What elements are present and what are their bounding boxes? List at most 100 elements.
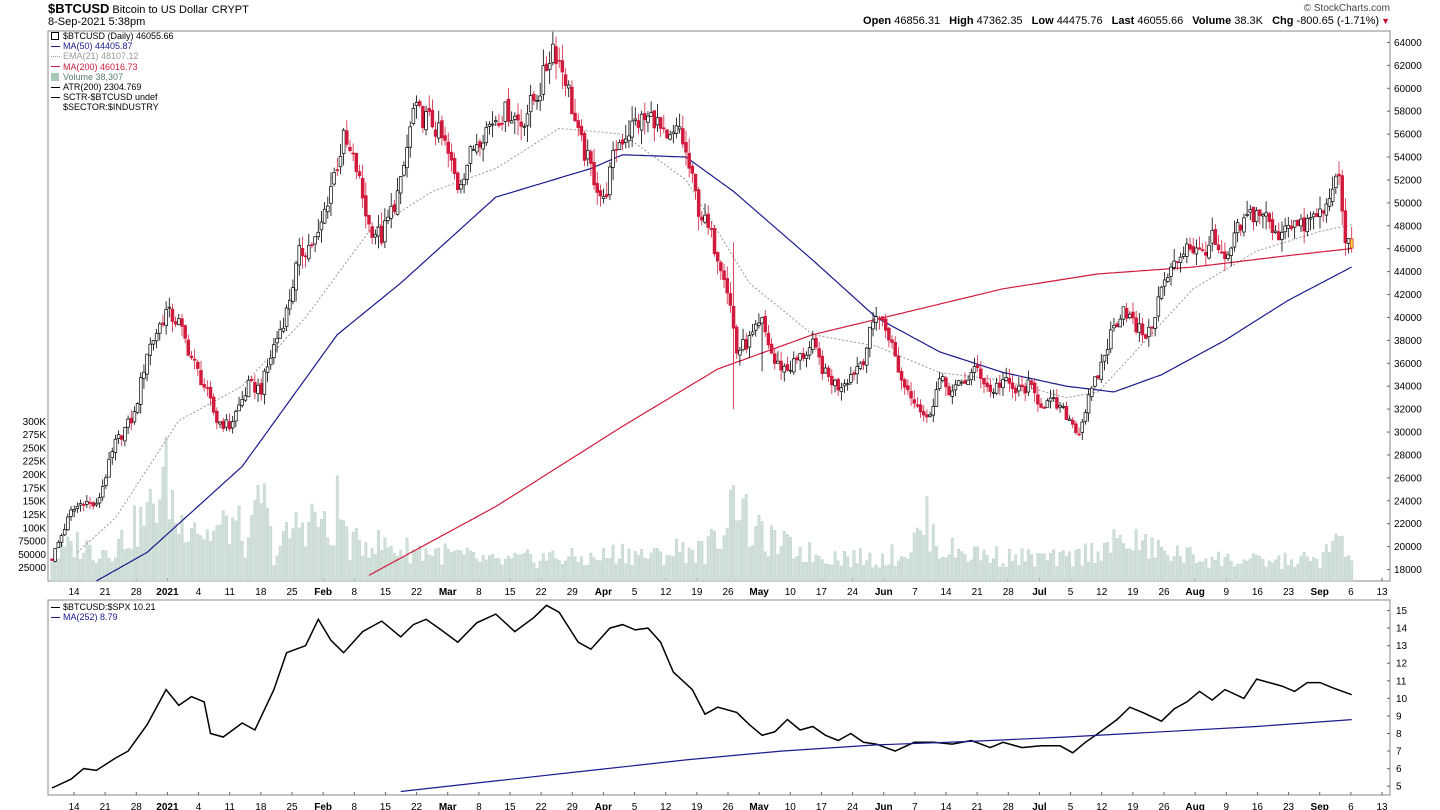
volume-bar	[1128, 548, 1132, 582]
volume-bar	[773, 530, 777, 582]
volume-bar	[798, 547, 802, 582]
volume-bar	[564, 560, 567, 582]
volume-bar	[373, 554, 377, 582]
candle	[316, 219, 321, 240]
date-tick-label: 26	[722, 802, 734, 810]
candle	[427, 95, 431, 117]
volume-bar	[437, 547, 441, 582]
candle	[240, 390, 244, 408]
volume-bar	[554, 558, 558, 582]
candle	[706, 205, 710, 235]
volume-bar	[944, 557, 948, 582]
volume-bar	[767, 556, 770, 582]
candle	[1305, 214, 1310, 237]
candle	[836, 377, 840, 397]
candle	[773, 348, 777, 370]
candle	[59, 533, 64, 548]
volume-bar	[1185, 547, 1189, 582]
price-tick-label: 40000	[1394, 313, 1422, 324]
volume-bar	[85, 540, 89, 582]
volume-bar	[1350, 560, 1354, 582]
volume-bar	[865, 560, 869, 582]
candle	[85, 495, 89, 508]
volume-bar	[763, 551, 767, 582]
candle	[227, 413, 232, 432]
volume-bar	[751, 545, 754, 582]
candle	[100, 479, 105, 501]
candle	[798, 352, 802, 371]
date-tick-label: 21	[972, 802, 984, 810]
volume-bar	[1255, 555, 1259, 582]
candle	[931, 398, 936, 423]
candle	[335, 157, 340, 176]
candle	[614, 140, 619, 163]
date-tick-label: 23	[1283, 802, 1295, 810]
price-tick-label: 18000	[1394, 565, 1422, 576]
volume-bar	[63, 546, 67, 582]
candle	[598, 184, 603, 207]
candle	[1039, 397, 1043, 409]
date-tick-label: Jul	[1032, 802, 1047, 810]
legend-label: SCTR-$BTCUSD undef	[63, 92, 158, 103]
candle	[665, 129, 669, 139]
chart-date: 8-Sep-2021 5:38pm	[48, 16, 146, 28]
volume-bar	[133, 505, 136, 582]
volume-bar	[1271, 562, 1274, 582]
candle	[211, 393, 216, 416]
volume-bar	[887, 564, 891, 582]
date-tick-label: Jun	[875, 587, 893, 598]
candle	[595, 171, 599, 205]
candle	[1321, 209, 1325, 223]
volume-bar	[706, 536, 710, 582]
candle	[1032, 378, 1037, 403]
ratio-tick-label: 6	[1396, 764, 1402, 775]
candle	[360, 164, 365, 208]
candle	[259, 378, 263, 401]
candle	[329, 172, 333, 217]
volume-bar	[104, 550, 108, 582]
candle	[1267, 211, 1272, 229]
volume-bar	[909, 552, 913, 582]
symbol-ticker[interactable]: $BTCUSD	[48, 1, 110, 16]
volume-bar	[830, 564, 834, 582]
candle	[1112, 317, 1116, 332]
volume-bar	[738, 519, 742, 582]
volume-bar	[1004, 566, 1008, 582]
candle	[386, 209, 390, 225]
candle	[753, 320, 758, 337]
volume-bar	[500, 564, 504, 582]
candle	[1292, 220, 1297, 239]
volume-bar	[931, 524, 935, 582]
candle	[1153, 317, 1157, 337]
candle	[969, 368, 974, 386]
volume-bar	[855, 563, 859, 582]
legend-row: $BTCUSD:$SPX 10.21	[51, 602, 156, 612]
stockcharts-brand[interactable]: © StockCharts.com	[1303, 3, 1390, 14]
candle	[151, 340, 156, 351]
volume-bar	[881, 553, 884, 582]
date-tick-label: 14	[940, 587, 952, 598]
volume-bar	[668, 555, 672, 582]
volume-bar	[874, 564, 878, 582]
date-tick-label: 17	[816, 587, 828, 598]
candle	[1334, 173, 1338, 194]
volume-bar	[1296, 563, 1300, 582]
volume-bar	[342, 520, 346, 582]
candle	[373, 229, 378, 245]
volume-bar	[1071, 566, 1075, 582]
volume-bar	[79, 559, 82, 582]
volume-bar	[1283, 552, 1287, 582]
candle	[928, 411, 932, 418]
volume-bar	[896, 560, 900, 582]
candle	[1115, 321, 1119, 328]
date-tick-label: 14	[68, 587, 80, 598]
candle	[725, 266, 729, 305]
volume-bar	[69, 541, 73, 582]
volume-bar	[998, 566, 1002, 582]
date-tick-label: 19	[691, 587, 703, 598]
volume-bar	[1236, 564, 1239, 582]
candle	[921, 405, 926, 422]
candle	[202, 378, 206, 392]
candle	[918, 399, 923, 418]
